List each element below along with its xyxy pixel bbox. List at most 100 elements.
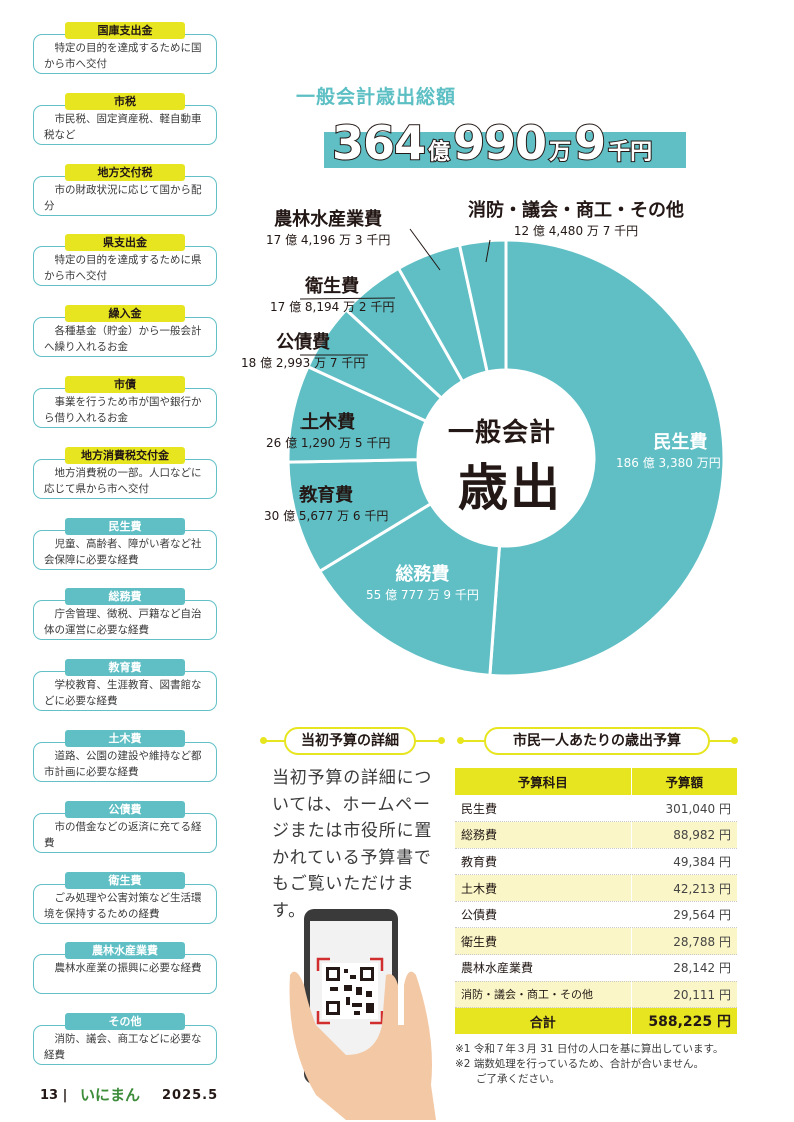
- row-item: 公債費: [455, 901, 632, 929]
- total-unit-man: 万: [548, 139, 572, 166]
- row-amount: 49,384 円: [631, 848, 737, 876]
- percapita-heading: 市民一人あたりの歳出予算: [484, 727, 710, 755]
- donut-slice: [457, 238, 508, 374]
- slice-label-eisei: 衛生費 17 億 8,194 万 2 千円: [270, 276, 395, 314]
- glossary-desc: 消防、議会、商工などに必要な経費: [33, 1025, 217, 1066]
- donut-slice: [317, 501, 502, 678]
- row-item: 土木費: [455, 874, 632, 902]
- glossary-term: 国庫支出金: [65, 22, 185, 39]
- percapita-table: 予算科目 予算額 民生費 301,040 円総務費 88,982 円教育費 49,38…: [455, 768, 737, 1035]
- glossary-term: 衛生費: [65, 871, 185, 889]
- slice-label-minsei: 民生費 186 億 3,380 万円: [616, 432, 721, 470]
- total-band: [324, 132, 686, 168]
- glossary-term: 土木費: [65, 730, 185, 747]
- percapita-rule-dot-right: [731, 737, 738, 744]
- slice-label-doboku: 土木費 26 億 1,290 万 5 千円: [266, 412, 391, 450]
- glossary-term: 市債: [65, 376, 185, 393]
- issue-date: 2025.5: [162, 1088, 219, 1103]
- glossary-term: 地方消費税交付金: [65, 446, 185, 464]
- slice-label-kyoiku: 教育費 30 億 5,677 万 6 千円: [264, 485, 389, 523]
- row-item: 教育費: [455, 848, 632, 876]
- glossary-term: 総務費: [65, 588, 185, 606]
- leader-line: [485, 239, 491, 263]
- chart-center-line2: 歳出: [458, 459, 562, 517]
- row-item: 総務費: [455, 821, 632, 849]
- total-unit-sen: 千円: [607, 139, 653, 166]
- row-amount: 88,982 円: [631, 821, 737, 849]
- glossary-term: その他: [65, 1013, 185, 1031]
- table-row: 総務費 88,982 円: [455, 821, 737, 849]
- chart-center-line1: 一般会計: [448, 418, 557, 448]
- glossary-desc: 庁舎管理、徴税、戸籍など自治体の運営に必要な経費: [33, 600, 217, 641]
- glossary-desc: 市の借金などの返済に充てる経費: [33, 812, 217, 853]
- row-item: 消防・議会・商工・その他: [455, 981, 632, 1009]
- table-row: 土木費 42,213 円: [455, 874, 737, 902]
- glossary-term: 県支出金: [65, 234, 185, 252]
- col-header-item: 予算科目: [455, 768, 632, 795]
- detail-text: 当初予算の詳細については、ホームページまたは市役所に置かれている予算書でもご覧い…: [272, 768, 433, 921]
- glossary-desc: 各種基金（貯金）から一般会計へ繰り入れるお金: [33, 317, 217, 358]
- slice-label-somu: 総務費 55 億 777 万 9 千円: [366, 564, 479, 602]
- slice-label-kosai: 公債費 18 億 2,993 万 7 千円: [241, 332, 366, 370]
- row-amount: 28,788 円: [631, 927, 737, 956]
- glossary-desc: 特定の目的を達成するために国から市へ交付: [33, 34, 217, 74]
- glossary-term: 市税: [65, 92, 185, 110]
- detail-rule-dot-right: [438, 737, 445, 744]
- magazine-logo: いにまん: [80, 1086, 141, 1104]
- glossary-term: 農林水産業費: [65, 942, 185, 960]
- row-item: 民生費: [455, 795, 632, 823]
- page-number: 13 |: [40, 1088, 68, 1103]
- glossary-desc: 事業を行うため市が国や銀行から借り入れるお金: [33, 388, 217, 428]
- leader-line: [409, 228, 441, 271]
- total-label: 合計: [455, 1007, 632, 1035]
- glossary-desc: 市の財政状況に応じて国から配分: [33, 175, 217, 216]
- total-num-oku: 364: [331, 115, 427, 171]
- col-header-amount: 予算額: [631, 768, 737, 795]
- row-item: 農林水産業費: [455, 954, 632, 982]
- detail-heading: 当初予算の詳細: [284, 727, 416, 755]
- glossary-term: 教育費: [65, 659, 185, 677]
- table-row: 消防・議会・商工・その他 20,111 円: [455, 981, 737, 1009]
- glossary-desc: 地方消費税の一部。人口などに応じて県から市へ交付: [33, 458, 217, 499]
- glossary-term: 民生費: [65, 517, 185, 535]
- smartphone-qr-illustration: [289, 909, 436, 1120]
- total-title: 一般会計歳出総額: [296, 86, 457, 108]
- note-3: ご了承ください。: [455, 1073, 560, 1085]
- table-body: 民生費 301,040 円総務費 88,982 円教育費 49,384 円土木費 42,…: [455, 795, 737, 1009]
- glossary-desc: 特定の目的を達成するために県から市へ交付: [33, 246, 217, 287]
- note-2: ※2 端数処理を行っているため、合計が合いません。: [455, 1058, 704, 1070]
- row-item: 衛生費: [455, 927, 632, 956]
- row-amount: 20,111 円: [631, 981, 737, 1009]
- slice-label-other: 消防・議会・商工・その他 12 億 4,480 万 7 千円: [468, 200, 684, 238]
- table-row: 民生費 301,040 円: [455, 795, 737, 823]
- glossary-desc: 児童、高齢者、障がい者など社会保障に必要な経費: [33, 529, 217, 570]
- total-unit-oku: 億: [427, 139, 451, 166]
- row-amount: 42,213 円: [631, 874, 737, 902]
- leader-line: [299, 297, 396, 300]
- row-amount: 301,040 円: [631, 795, 737, 823]
- glossary-desc: 市民税、固定資産税、軽自動車税など: [33, 104, 217, 145]
- table-notes: ※1 令和７年３月 31 日付の人口を基に算出しています。 ※2 端数処理を行っ…: [455, 1042, 724, 1087]
- glossary-term: 繰入金: [65, 305, 185, 323]
- glossary-term: 地方交付税: [65, 163, 185, 181]
- glossary-desc: 学校教育、生涯教育、図書館などに必要な経費: [33, 671, 217, 712]
- table-row: 教育費 49,384 円: [455, 848, 737, 876]
- total-amount-cell: 588,225 円: [631, 1007, 737, 1035]
- table-row: 農林水産業費 28,142 円: [455, 954, 737, 982]
- table-row: 衛生費 28,788 円: [455, 927, 737, 956]
- percapita-rule-dot-left: [457, 737, 464, 744]
- total-num-sen: 9: [573, 115, 607, 171]
- total-num-man: 990: [452, 115, 548, 171]
- table-total-row: 合計 588,225 円: [455, 1007, 737, 1035]
- detail-rule-dot-left: [260, 737, 267, 744]
- table-row: 公債費 29,564 円: [455, 901, 737, 929]
- total-amount: 364 億990 万9 千円: [331, 115, 655, 171]
- row-amount: 29,564 円: [631, 901, 737, 929]
- table-header-row: 予算科目 予算額: [455, 768, 737, 795]
- glossary-term: 公債費: [65, 800, 185, 818]
- slice-label-norin: 農林水産業費 17 億 4,196 万 3 千円: [266, 209, 391, 247]
- row-amount: 28,142 円: [631, 954, 737, 982]
- note-1: ※1 令和７年３月 31 日付の人口を基に算出しています。: [455, 1043, 724, 1055]
- donut-slice: [488, 238, 726, 678]
